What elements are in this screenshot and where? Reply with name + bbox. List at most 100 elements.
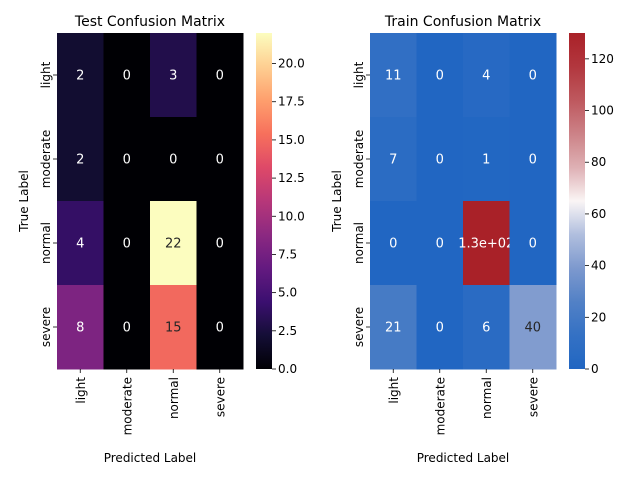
test-colorbar-tick-label: 20.0 — [278, 57, 305, 71]
train-colorbar-tick-label: 20 — [591, 310, 606, 324]
train-cell-label: 0 — [436, 237, 444, 252]
test-cell — [150, 285, 197, 370]
test-colorbar-tick-label: 12.5 — [278, 171, 305, 185]
train-cell — [509, 117, 557, 202]
train-cell-label: 0 — [436, 153, 444, 168]
test-cell — [103, 285, 151, 370]
test-colorbar-tick-label: 15.0 — [278, 133, 305, 147]
train-y-tick-label: light — [352, 61, 366, 88]
test-x-axis-label: Predicted Label — [104, 451, 197, 465]
test-cell — [57, 285, 104, 370]
train-colorbar — [569, 33, 585, 369]
train-cell-label: 7 — [389, 153, 397, 168]
train-x-tick-label: severe — [526, 377, 540, 417]
train-colorbar-tick-label: 60 — [591, 207, 606, 221]
test-colorbar-tick-label: 7.5 — [278, 247, 297, 261]
train-y-tick-label: severe — [352, 307, 366, 347]
train-colorbar-tick-label: 120 — [591, 52, 614, 66]
train-cell — [370, 285, 417, 370]
test-cell — [57, 33, 104, 118]
train-x-tick-label: normal — [480, 377, 494, 419]
test-cell-label: 15 — [165, 321, 182, 336]
test-y-tick-label: light — [39, 61, 53, 88]
test-cell-label: 0 — [123, 321, 131, 336]
train-cell — [416, 117, 464, 202]
test-x-tick-label: normal — [167, 377, 181, 419]
train-cell — [370, 201, 417, 286]
test-cell-label: 0 — [123, 153, 131, 168]
train-cell — [509, 201, 557, 286]
test-confusion-matrix: Test Confusion Matrix 2 0 3 0 2 0 0 0 4 0 22 0 8 0 15 0 l… — [17, 14, 305, 465]
train-cell-label: 0 — [529, 69, 537, 84]
train-y-tick-label: moderate — [352, 130, 366, 188]
test-cell-label: 22 — [165, 237, 182, 252]
train-cell — [370, 33, 417, 118]
train-cell — [416, 33, 464, 118]
train-cell-label: 0 — [436, 321, 444, 336]
test-colorbar-tick-label: 10.0 — [278, 209, 305, 223]
test-colorbar-tick-label: 2.5 — [278, 324, 297, 338]
train-cell-label: 6 — [482, 321, 490, 336]
test-cell — [196, 285, 244, 370]
train-cell-label: 1 — [482, 153, 490, 168]
train-colorbar-tick-label: 0 — [591, 362, 599, 376]
test-x-tick-label: light — [74, 377, 88, 404]
test-cell-label: 0 — [169, 153, 177, 168]
train-y-axis-label: True Label — [330, 170, 344, 233]
test-cell-label: 0 — [216, 237, 224, 252]
train-cell — [463, 117, 510, 202]
train-y-tick-label: normal — [352, 222, 366, 264]
test-cell-label: 0 — [216, 69, 224, 84]
test-cell — [196, 117, 244, 202]
test-cell — [150, 117, 197, 202]
test-colorbar-tick-label: 17.5 — [278, 95, 305, 109]
train-cell-label: 0 — [436, 69, 444, 84]
test-cell — [57, 201, 104, 286]
train-cell — [463, 33, 510, 118]
test-cell-label: 3 — [169, 69, 177, 84]
test-y-tick-label: severe — [39, 307, 53, 347]
train-cell-label: 11 — [385, 69, 402, 84]
test-x-tick-label: moderate — [120, 377, 134, 435]
test-cell — [57, 117, 104, 202]
test-cell — [196, 201, 244, 286]
test-cell-label: 0 — [123, 237, 131, 252]
train-colorbar-tick-label: 40 — [591, 259, 606, 273]
test-y-tick-label: normal — [39, 222, 53, 264]
train-cell-label: 21 — [385, 321, 402, 336]
test-colorbar-tick-label: 0.0 — [278, 362, 297, 376]
train-colorbar-tick-label: 100 — [591, 104, 614, 118]
test-cell — [150, 33, 197, 118]
test-cell — [196, 33, 244, 118]
train-cell — [463, 285, 510, 370]
test-cell-label: 0 — [216, 153, 224, 168]
test-cell — [103, 117, 151, 202]
test-cell-label: 0 — [216, 321, 224, 336]
test-colorbar-tick-label: 5.0 — [278, 286, 297, 300]
test-chart-title: Test Confusion Matrix — [74, 14, 225, 30]
test-cell — [150, 201, 197, 286]
train-cell — [416, 201, 464, 286]
train-cell — [509, 33, 557, 118]
train-cell-label: 1.3e+02 — [458, 237, 514, 252]
train-chart-title: Train Confusion Matrix — [384, 14, 541, 30]
train-x-tick-label: moderate — [433, 377, 447, 435]
train-colorbar-tick-label: 80 — [591, 155, 606, 169]
train-cell-label: 4 — [482, 69, 490, 84]
train-cell-label: 0 — [389, 237, 397, 252]
test-colorbar — [256, 33, 272, 369]
train-cell — [463, 201, 510, 286]
test-cell-label: 2 — [76, 69, 84, 84]
test-y-axis-label: True Label — [17, 170, 31, 233]
test-cell-label: 4 — [76, 237, 84, 252]
test-y-tick-label: moderate — [39, 130, 53, 188]
test-cell-label: 8 — [76, 321, 84, 336]
train-cell-label: 0 — [529, 237, 537, 252]
train-x-tick-label: light — [387, 377, 401, 404]
test-cell — [103, 33, 151, 118]
test-x-tick-label: severe — [213, 377, 227, 417]
train-cell — [416, 285, 464, 370]
train-cell — [509, 285, 557, 370]
